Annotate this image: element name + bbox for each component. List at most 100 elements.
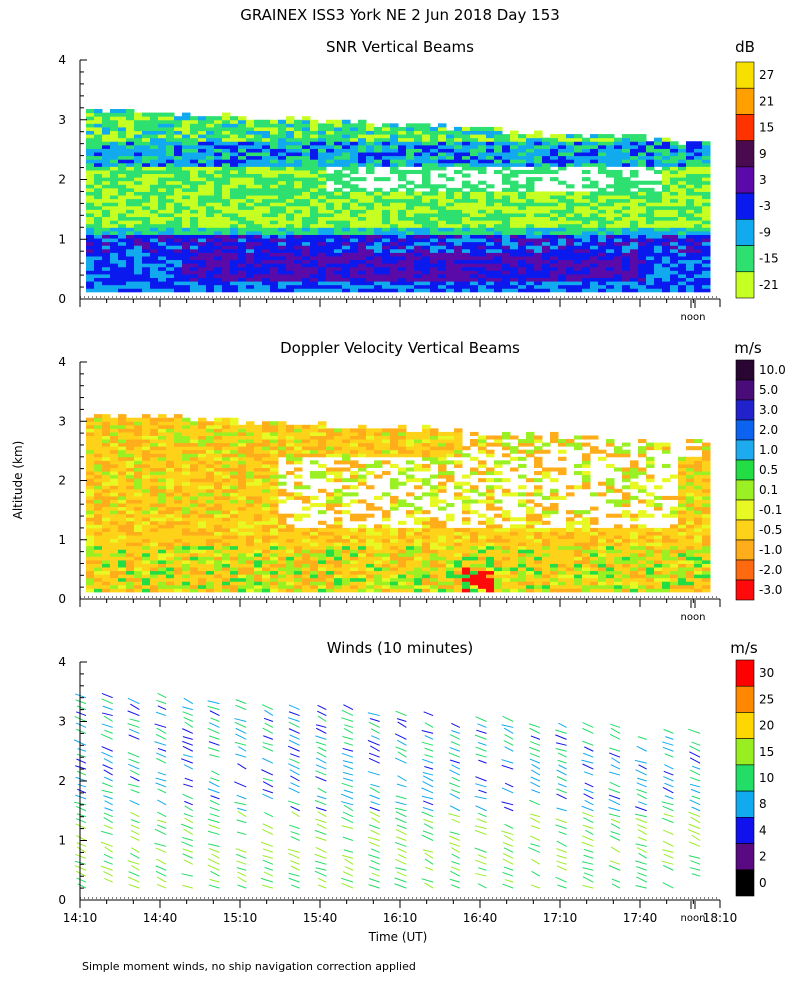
snr-cell <box>638 213 647 217</box>
snr-cell <box>230 199 239 203</box>
doppler-cell <box>310 450 319 454</box>
snr-cell <box>302 213 311 217</box>
doppler-cell <box>230 485 239 489</box>
snr-cell <box>518 220 527 224</box>
snr-cell <box>318 174 327 178</box>
snr-cell <box>622 238 631 242</box>
snr-cell <box>510 217 519 221</box>
snr-cell <box>654 181 663 185</box>
snr-cell <box>102 238 111 242</box>
snr-cell <box>334 152 343 156</box>
snr-cell <box>430 231 439 235</box>
snr-cell <box>694 181 703 185</box>
snr-cell <box>302 188 311 192</box>
snr-cell <box>470 127 479 131</box>
snr-cell <box>430 209 439 213</box>
doppler-cell <box>134 475 143 479</box>
snr-cell <box>110 131 119 135</box>
snr-cell <box>134 113 143 117</box>
snr-cell <box>606 152 615 156</box>
doppler-cell <box>262 585 271 589</box>
doppler-cell <box>158 435 167 439</box>
doppler-cell <box>294 475 303 479</box>
doppler-cell <box>318 553 327 557</box>
doppler-cell <box>174 418 183 422</box>
snr-cell <box>502 224 511 228</box>
doppler-cell <box>94 571 103 575</box>
snr-cell <box>302 281 311 285</box>
doppler-cell <box>182 464 191 468</box>
snr-cell <box>286 152 295 156</box>
snr-cell <box>430 152 439 156</box>
snr-cell <box>142 148 151 152</box>
doppler-cell <box>174 521 183 525</box>
doppler-cell <box>262 507 271 511</box>
snr-cell <box>118 213 127 217</box>
doppler-cell <box>102 446 111 450</box>
doppler-cell <box>278 514 287 518</box>
snr-cell <box>454 277 463 281</box>
snr-cell <box>174 274 183 278</box>
doppler-cell <box>294 467 303 471</box>
snr-cell <box>310 174 319 178</box>
snr-cell <box>254 195 263 199</box>
doppler-cell <box>118 492 127 496</box>
doppler-cell <box>118 457 127 461</box>
doppler-cell <box>334 560 343 564</box>
snr-cell <box>94 252 103 256</box>
snr-cell <box>158 267 167 271</box>
snr-cell <box>462 285 471 289</box>
doppler-cell <box>118 489 127 493</box>
snr-cell <box>126 217 135 221</box>
snr-cell <box>550 213 559 217</box>
doppler-cell <box>214 450 223 454</box>
snr-cell <box>462 227 471 231</box>
snr-cell <box>694 231 703 235</box>
snr-cell <box>566 260 575 264</box>
doppler-cell <box>198 542 207 546</box>
snr-cell <box>174 156 183 160</box>
snr-cell <box>494 195 503 199</box>
snr-cell <box>446 242 455 246</box>
snr-cell <box>262 138 271 142</box>
snr-cell <box>270 242 279 246</box>
snr-cell <box>310 163 319 167</box>
doppler-cell <box>110 482 119 486</box>
doppler-cell <box>110 510 119 514</box>
snr-cell <box>646 213 655 217</box>
snr-cell <box>582 177 591 181</box>
snr-cell <box>294 152 303 156</box>
snr-cell <box>550 227 559 231</box>
snr-cell <box>190 148 199 152</box>
snr-cell <box>198 127 207 131</box>
snr-cell <box>182 145 191 149</box>
doppler-cell <box>150 510 159 514</box>
snr-cell <box>414 270 423 274</box>
doppler-cell <box>142 549 151 553</box>
doppler-cell <box>94 588 103 592</box>
snr-cell <box>454 227 463 231</box>
doppler-cell <box>262 450 271 454</box>
snr-cell <box>222 267 231 271</box>
snr-cell <box>134 277 143 281</box>
snr-cell <box>566 141 575 145</box>
snr-cell <box>606 242 615 246</box>
snr-cell <box>606 231 615 235</box>
doppler-cell <box>286 581 295 585</box>
doppler-cell <box>270 443 279 447</box>
snr-cell <box>702 260 711 264</box>
snr-cell <box>334 177 343 181</box>
snr-cell <box>206 148 215 152</box>
snr-cell <box>638 220 647 224</box>
doppler-cell <box>302 435 311 439</box>
doppler-cell <box>214 581 223 585</box>
doppler-cell <box>222 553 231 557</box>
snr-cell <box>110 174 119 178</box>
doppler-cell <box>134 542 143 546</box>
colorbar-label: 21 <box>759 94 774 108</box>
doppler-cell <box>230 432 239 436</box>
doppler-cell <box>262 556 271 560</box>
snr-cell <box>454 263 463 267</box>
snr-cell <box>102 220 111 224</box>
snr-cell <box>230 285 239 289</box>
